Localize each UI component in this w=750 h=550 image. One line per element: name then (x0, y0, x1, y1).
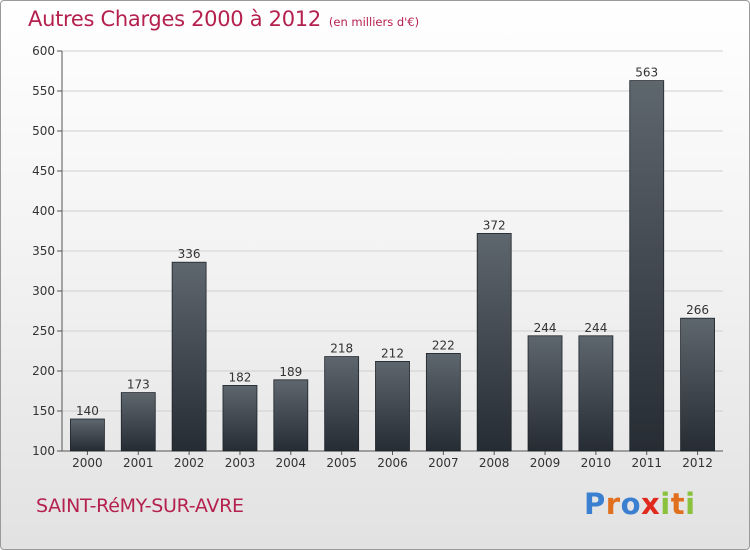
data-label: 222 (432, 338, 455, 352)
y-tick-label: 300 (32, 284, 55, 298)
logo-letter: i (685, 487, 696, 521)
data-label: 563 (635, 66, 658, 80)
data-label: 244 (534, 321, 557, 335)
bar-2007 (425, 352, 461, 452)
x-tick-label: 2012 (682, 456, 713, 470)
logo-letter: x (641, 487, 661, 521)
chart-subtitle: (en milliers d'€) (328, 15, 420, 29)
logo-letter: r (605, 487, 621, 521)
x-tick-label: 2008 (479, 456, 510, 470)
logo-letter: o (620, 487, 642, 521)
data-label: 218 (330, 342, 353, 356)
x-tick-label: 2006 (377, 456, 408, 470)
x-tick-label: 2010 (581, 456, 612, 470)
y-tick-label: 550 (32, 84, 55, 98)
x-tick-label: 2009 (530, 456, 561, 470)
x-tick-label: 2011 (631, 456, 662, 470)
data-label: 182 (229, 370, 252, 384)
commune-name: SAINT-RéMY-SUR-AVRE (36, 495, 244, 517)
chart-title: Autres Charges 2000 à 2012 (28, 7, 321, 31)
data-label: 336 (178, 247, 201, 261)
bar-2006 (375, 360, 410, 452)
y-tick-label: 500 (32, 124, 55, 138)
x-tick-label: 2004 (276, 456, 307, 470)
title-row: Autres Charges 2000 à 2012 (en milliers d… (28, 7, 419, 31)
y-tick-label: 450 (32, 164, 55, 178)
x-tick-label: 2003 (225, 456, 256, 470)
bar-2010 (578, 335, 614, 452)
x-tick-label: 2001 (123, 456, 154, 470)
labels: 100 150 200 250 300 350 400 450 500 550 600 140 2000… (32, 44, 713, 470)
bar-2005 (324, 356, 360, 452)
y-tick-label: 250 (32, 324, 55, 338)
data-label: 212 (381, 346, 404, 360)
x-tick-label: 2002 (174, 456, 205, 470)
data-label: 244 (584, 321, 607, 335)
bar-2001 (120, 392, 156, 452)
bar-2011 (629, 80, 665, 452)
bar-2012 (680, 317, 715, 452)
y-tick-label: 600 (32, 44, 55, 58)
x-tick-label: 2005 (326, 456, 357, 470)
logo-letter: P (584, 487, 606, 521)
proxiti-logo[interactable]: Proxiti (584, 487, 696, 521)
x-tick-label: 2000 (72, 456, 103, 470)
data-label: 189 (279, 365, 302, 379)
data-label: 266 (686, 303, 709, 317)
y-tick-label: 200 (32, 364, 55, 378)
y-tick-label: 150 (32, 404, 55, 418)
bars (70, 80, 715, 452)
bar-2002 (171, 261, 207, 452)
bar-2009 (527, 335, 563, 452)
data-label: 372 (483, 218, 506, 232)
bar-2000 (70, 418, 105, 452)
data-label: 173 (127, 378, 150, 392)
y-tick-label: 100 (32, 444, 55, 458)
y-tick-label: 350 (32, 244, 55, 258)
bar-2004 (273, 379, 309, 452)
data-label: 140 (76, 404, 99, 418)
logo-letter: t (670, 487, 686, 521)
x-tick-label: 2007 (428, 456, 459, 470)
bar-2008 (476, 232, 512, 452)
y-tick-label: 400 (32, 204, 55, 218)
bar-2003 (222, 384, 258, 452)
logo-letter: i (660, 487, 671, 521)
